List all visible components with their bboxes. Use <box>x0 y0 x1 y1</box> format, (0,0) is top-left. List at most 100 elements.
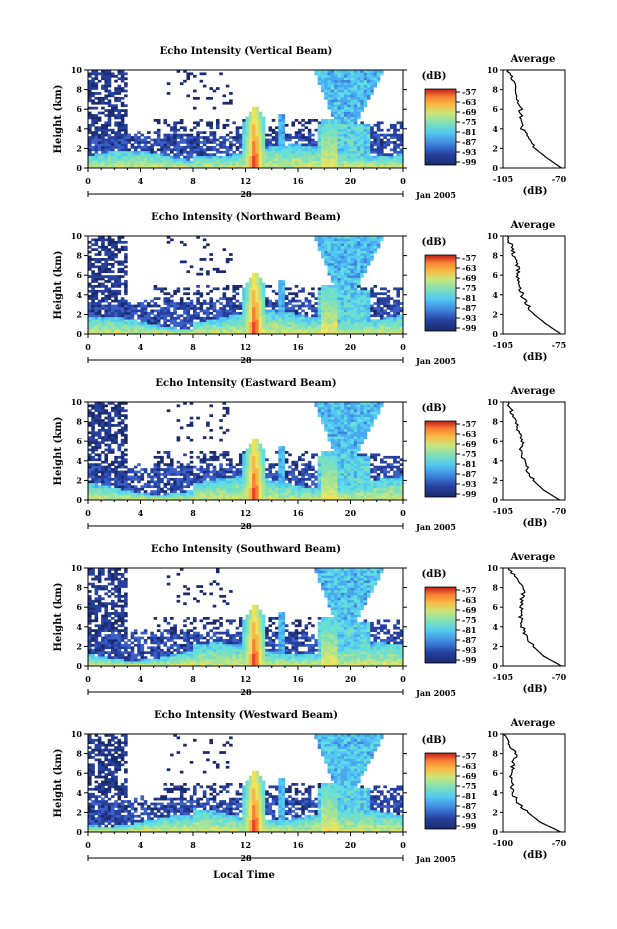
echo-cell <box>219 165 223 169</box>
echo-cell <box>255 163 259 166</box>
echo-cell <box>343 119 348 122</box>
echo-cell <box>173 331 177 335</box>
echo-cell <box>160 473 164 476</box>
echo-cell <box>268 304 273 308</box>
echo-cell <box>124 441 128 444</box>
echo-cell <box>350 101 355 105</box>
echo-cell <box>357 277 361 281</box>
y-tick-label: 0 <box>76 163 82 173</box>
echo-cell <box>107 319 112 323</box>
echo-cell <box>235 299 240 303</box>
echo-cell <box>199 331 204 335</box>
echo-cell <box>120 158 125 161</box>
echo-cell <box>137 314 141 318</box>
echo-cell <box>88 443 92 447</box>
echo-cell <box>91 414 95 417</box>
echo-cell <box>127 138 131 142</box>
echo-cell <box>288 309 292 313</box>
echo-cell <box>114 314 118 318</box>
echo-cell <box>252 321 256 325</box>
echo-cell <box>219 468 223 471</box>
echo-cell <box>340 70 345 73</box>
echo-cell <box>366 153 371 157</box>
echo-cell <box>386 297 391 300</box>
echo-cell <box>357 143 361 147</box>
echo-cell <box>170 497 174 501</box>
echo-cell <box>97 153 102 157</box>
echo-cell <box>206 285 210 288</box>
echo-cell <box>288 319 292 323</box>
echo-cell <box>324 89 328 93</box>
echo-cell <box>337 270 341 274</box>
echo-cell <box>97 141 102 144</box>
echo-cell <box>238 307 243 310</box>
echo-cell <box>327 319 332 323</box>
echo-cell <box>248 150 253 154</box>
echo-cell <box>314 324 318 327</box>
echo-cell <box>97 453 102 457</box>
echo-cell <box>124 309 128 313</box>
echo-cell <box>337 148 341 152</box>
echo-cell <box>127 319 131 323</box>
echo-cell <box>225 150 230 154</box>
echo-cell <box>137 475 141 479</box>
echo-cell <box>330 250 335 254</box>
echo-cell <box>110 165 115 169</box>
echo-cell <box>291 292 296 296</box>
echo-cell <box>183 128 187 132</box>
echo-cell <box>88 431 92 435</box>
echo-cell <box>255 316 259 320</box>
echo-cell <box>199 155 204 159</box>
echo-cell <box>183 158 187 161</box>
echo-cell <box>350 89 355 93</box>
echo-cell <box>320 121 325 125</box>
echo-cell <box>291 316 296 320</box>
echo-cell <box>124 426 128 430</box>
echo-cell <box>117 307 122 310</box>
echo-cell <box>225 138 230 142</box>
echo-cell <box>117 250 122 254</box>
echo-cell <box>117 324 122 327</box>
echo-cell <box>183 70 187 73</box>
echo-cell <box>370 243 374 247</box>
echo-cell <box>143 470 148 474</box>
echo-cell <box>179 426 184 430</box>
echo-cell <box>255 272 259 276</box>
echo-cell <box>343 262 348 266</box>
echo-cell <box>252 275 256 278</box>
echo-cell <box>133 497 138 501</box>
echo-cell <box>255 326 259 330</box>
echo-cell <box>176 141 181 144</box>
echo-cell <box>380 148 384 152</box>
echo-cell <box>373 307 378 310</box>
echo-cell <box>360 270 364 274</box>
echo-cell <box>327 304 332 308</box>
echo-cell <box>248 119 253 122</box>
echo-cell <box>330 145 335 149</box>
echo-cell <box>183 304 187 308</box>
echo-cell <box>357 258 361 261</box>
echo-cell <box>173 163 177 166</box>
echo-cell <box>88 275 92 278</box>
echo-cell <box>206 495 210 498</box>
echo-cell <box>343 163 348 166</box>
echo-cell <box>97 136 102 139</box>
echo-cell <box>330 109 335 112</box>
average-title: Average <box>510 54 556 65</box>
echo-cell <box>396 287 401 291</box>
echo-cell <box>347 260 351 264</box>
echo-cell <box>183 324 187 327</box>
echo-cell <box>320 294 325 298</box>
echo-cell <box>104 329 108 332</box>
echo-cell <box>288 287 292 291</box>
echo-cell <box>183 126 187 130</box>
echo-cell <box>143 492 148 496</box>
echo-cell <box>353 253 358 256</box>
echo-cell <box>120 77 125 81</box>
echo-cell <box>130 470 135 474</box>
echo-cell <box>143 158 148 161</box>
echo-cell <box>258 324 263 327</box>
echo-cell <box>206 141 210 144</box>
echo-cell <box>281 285 286 288</box>
echo-cell <box>130 475 135 479</box>
